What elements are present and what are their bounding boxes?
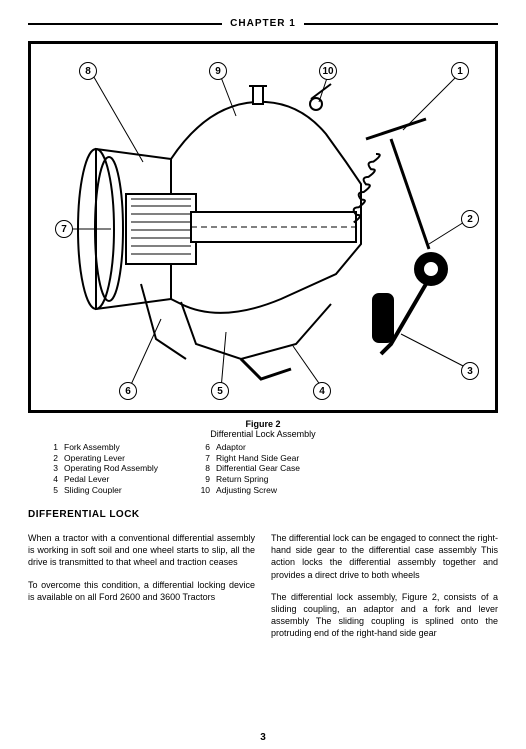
callout-2: 2 (461, 210, 479, 228)
legend-label: Adjusting Screw (216, 485, 277, 496)
legend-num: 6 (198, 442, 210, 453)
figure-caption: Figure 2 Differential Lock Assembly (28, 419, 498, 439)
legend-row: 8 Differential Gear Case (198, 463, 300, 474)
para: To overcome this condition, a differenti… (28, 579, 255, 603)
legend-row: 5 Sliding Coupler (46, 485, 158, 496)
para: When a tractor with a conventional diffe… (28, 532, 255, 568)
callout-5: 5 (211, 382, 229, 400)
legend-row: 3 Operating Rod Assembly (46, 463, 158, 474)
callout-4: 4 (313, 382, 331, 400)
body-col-left: When a tractor with a conventional diffe… (28, 532, 255, 649)
rule-left (28, 23, 222, 25)
callout-6: 6 (119, 382, 137, 400)
legend-num: 2 (46, 453, 58, 464)
legend-row: 1 Fork Assembly (46, 442, 158, 453)
legend-row: 7 Right Hand Side Gear (198, 453, 300, 464)
legend-row: 10 Adjusting Screw (198, 485, 300, 496)
legend-num: 9 (198, 474, 210, 485)
body-columns: When a tractor with a conventional diffe… (28, 532, 498, 649)
figure-label: Figure 2 (28, 419, 498, 429)
page-number: 3 (260, 732, 266, 743)
figure-legend: 1 Fork Assembly 2 Operating Lever 3 Operati… (28, 442, 498, 495)
para: The differential lock assembly, Figure 2… (271, 591, 498, 640)
legend-num: 10 (198, 485, 210, 496)
diagram-svg (31, 44, 495, 410)
legend-col-right: 6 Adaptor 7 Right Hand Side Gear 8 Differen… (198, 442, 300, 495)
legend-row: 6 Adaptor (198, 442, 300, 453)
figure-box: 8 9 10 1 2 3 4 5 6 7 (28, 41, 498, 413)
legend-row: 2 Operating Lever (46, 453, 158, 464)
legend-label: Pedal Lever (64, 474, 109, 485)
chapter-title: CHAPTER 1 (230, 18, 296, 29)
section-heading: DIFFERENTIAL LOCK (28, 509, 498, 520)
legend-col-left: 1 Fork Assembly 2 Operating Lever 3 Operati… (46, 442, 158, 495)
legend-label: Sliding Coupler (64, 485, 122, 496)
figure-title: Differential Lock Assembly (28, 429, 498, 439)
legend-label: Adaptor (216, 442, 246, 453)
chapter-header: CHAPTER 1 (28, 18, 498, 29)
callout-7: 7 (55, 220, 73, 238)
callout-3: 3 (461, 362, 479, 380)
legend-num: 7 (198, 453, 210, 464)
callout-8: 8 (79, 62, 97, 80)
body-col-right: The differential lock can be engaged to … (271, 532, 498, 649)
legend-row: 9 Return Spring (198, 474, 300, 485)
legend-label: Fork Assembly (64, 442, 120, 453)
legend-label: Return Spring (216, 474, 268, 485)
legend-num: 4 (46, 474, 58, 485)
legend-label: Operating Rod Assembly (64, 463, 158, 474)
legend-label: Differential Gear Case (216, 463, 300, 474)
legend-num: 1 (46, 442, 58, 453)
callout-10: 10 (319, 62, 337, 80)
legend-num: 3 (46, 463, 58, 474)
callout-1: 1 (451, 62, 469, 80)
legend-row: 4 Pedal Lever (46, 474, 158, 485)
legend-num: 5 (46, 485, 58, 496)
para: The differential lock can be engaged to … (271, 532, 498, 581)
callout-9: 9 (209, 62, 227, 80)
rule-right (304, 23, 498, 25)
legend-label: Operating Lever (64, 453, 125, 464)
legend-num: 8 (198, 463, 210, 474)
legend-label: Right Hand Side Gear (216, 453, 299, 464)
